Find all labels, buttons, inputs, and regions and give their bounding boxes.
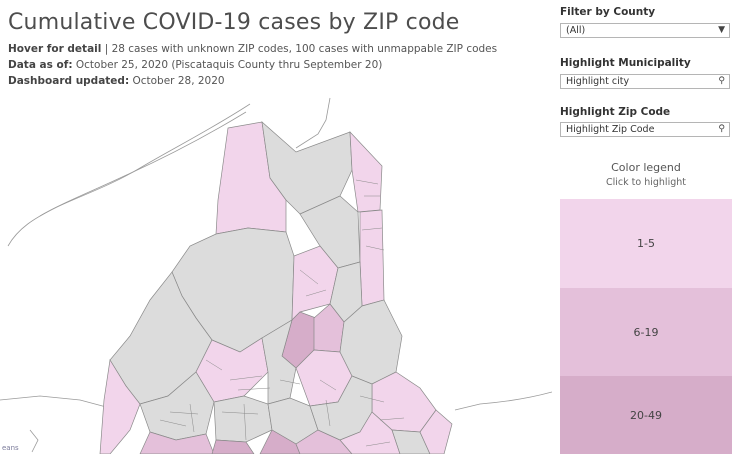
county-filter-value: (All) xyxy=(566,25,586,36)
county-filter-label: Filter by County xyxy=(560,6,656,18)
color-legend-subtitle: Click to highlight xyxy=(606,177,686,188)
unmappable-note: | 28 cases with unknown ZIP codes, 100 c… xyxy=(101,43,498,55)
zip-code-map[interactable] xyxy=(0,92,552,454)
legend-item-label: 1-5 xyxy=(637,237,655,250)
dashboard-updated-label: Dashboard updated: xyxy=(8,75,130,87)
zip-search-input[interactable]: Highlight Zip Code ⚲ xyxy=(560,122,730,137)
hover-detail-line: Hover for detail | 28 cases with unknown… xyxy=(8,43,497,55)
map-place-label: eans xyxy=(2,444,19,452)
coastline-outlines xyxy=(0,97,552,453)
page-title: Cumulative COVID-19 cases by ZIP code xyxy=(8,10,460,35)
data-as-of-value: October 25, 2020 (Piscataquis County thr… xyxy=(72,59,383,71)
search-icon[interactable]: ⚲ xyxy=(718,76,725,86)
search-icon[interactable]: ⚲ xyxy=(718,124,725,134)
zip-search-placeholder: Highlight Zip Code xyxy=(566,124,655,135)
legend-item-20-49[interactable]: 20-49 xyxy=(560,376,732,454)
data-as-of-line: Data as of: October 25, 2020 (Piscataqui… xyxy=(8,59,382,71)
data-as-of-label: Data as of: xyxy=(8,59,73,71)
dashboard-updated-line: Dashboard updated: October 28, 2020 xyxy=(8,75,225,87)
color-legend-title: Color legend xyxy=(611,161,681,174)
legend-item-6-19[interactable]: 6-19 xyxy=(560,288,732,376)
municipality-search-placeholder: Highlight city xyxy=(566,76,630,87)
legend-item-1-5[interactable]: 1-5 xyxy=(560,199,732,288)
dashboard-updated-value: October 28, 2020 xyxy=(129,75,225,87)
zip-boundary-lines xyxy=(159,179,405,447)
chevron-down-icon[interactable]: ▼ xyxy=(718,25,725,35)
county-filter-dropdown[interactable]: (All) ▼ xyxy=(560,23,730,38)
legend-item-label: 20-49 xyxy=(630,408,662,422)
zip-regions xyxy=(99,121,453,454)
municipality-search-input[interactable]: Highlight city ⚲ xyxy=(560,74,730,89)
municipality-highlight-label: Highlight Municipality xyxy=(560,57,691,69)
legend-item-label: 6-19 xyxy=(633,325,659,339)
hover-detail-label: Hover for detail xyxy=(8,43,102,55)
zip-highlight-label: Highlight Zip Code xyxy=(560,106,671,118)
